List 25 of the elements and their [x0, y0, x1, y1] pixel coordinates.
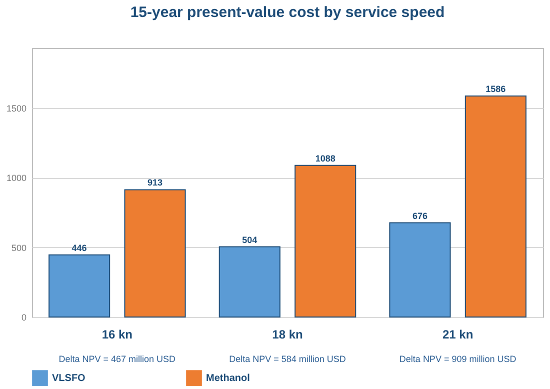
x-tick-label: 21 kn [442, 328, 474, 342]
data-label: 913 [148, 178, 163, 188]
data-label: 504 [242, 234, 258, 245]
bar [294, 164, 356, 318]
y-tick-label: 0 [21, 312, 26, 322]
data-label: 676 [412, 210, 428, 221]
bar [48, 254, 110, 318]
y-tick-label: 1000 [6, 173, 26, 184]
data-label: 446 [72, 242, 87, 253]
x-tick-label: 16 kn [102, 328, 133, 342]
x-tick-label: 18 kn [272, 328, 303, 342]
text: Delta NPV = 584 million USD [229, 354, 346, 364]
y-tick-label: 1500 [6, 103, 26, 114]
data-label: 1586 [486, 84, 506, 94]
bar [389, 222, 451, 318]
bar [464, 95, 526, 318]
data-label: 1088 [315, 153, 336, 164]
legend-label: VLSFO [52, 373, 86, 384]
bar [218, 246, 280, 318]
bar [124, 189, 186, 318]
y-tick-label: 500 [11, 242, 26, 253]
chart-title: 15-year present-value cost by service speed [130, 4, 445, 21]
text: Delta NPV = 467 million USD [58, 354, 176, 364]
legend-label: Methanol [206, 373, 250, 384]
text: Delta NPV = 909 million USD [399, 354, 517, 364]
